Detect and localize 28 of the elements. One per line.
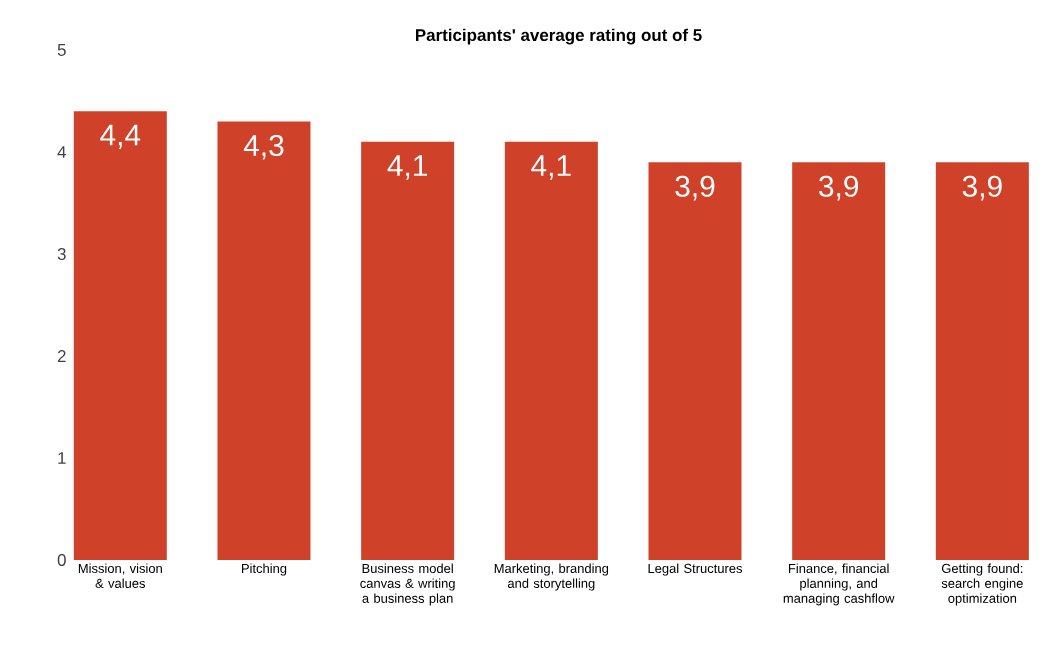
x-tick-label: Finance, financial planning, and managing cashflow — [783, 563, 895, 606]
bar — [792, 162, 886, 560]
bar — [648, 162, 742, 560]
data-label: 3,9 — [819, 175, 859, 201]
y-tick-label: 4 — [57, 146, 66, 158]
bar — [217, 121, 311, 560]
x-tick-label: Marketing, branding and storytelling — [494, 563, 609, 591]
y-tick-label: 2 — [57, 350, 66, 362]
chart-title: Participants' average rating out of 5 — [415, 28, 702, 45]
x-tick-label: Pitching — [241, 563, 287, 576]
x-tick-label: Getting found: search engine optimization — [941, 563, 1023, 606]
y-tick-label: 1 — [58, 452, 66, 464]
y-tick-label: 3 — [57, 247, 66, 260]
data-label: 3,9 — [675, 175, 715, 201]
data-label: 4,4 — [100, 124, 141, 150]
bar — [504, 141, 598, 560]
bar — [361, 141, 455, 560]
y-tick-label: 0 — [57, 553, 66, 566]
bar — [935, 162, 1029, 560]
data-label: 4,3 — [243, 134, 284, 160]
bar — [73, 111, 167, 560]
x-tick-label: Legal Structures — [648, 563, 743, 576]
y-tick-label: 5 — [57, 44, 66, 56]
x-tick-label: Business model canvas & writing a business plan — [360, 563, 455, 606]
data-label: 4,1 — [387, 155, 427, 180]
x-tick-label: Mission, vision & values — [78, 563, 162, 588]
data-label: 3,9 — [962, 175, 1002, 201]
data-label: 4,1 — [531, 155, 571, 180]
